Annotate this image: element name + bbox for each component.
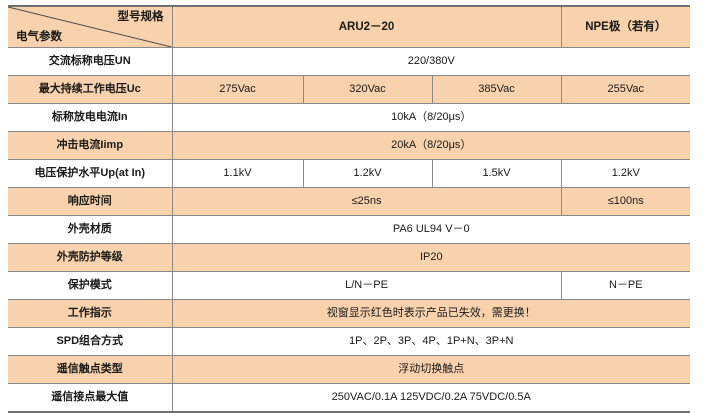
row-label: 工作指示 [8,299,173,328]
row-label: 遥信触点类型 [8,355,173,384]
row-value-all: PA6 UL94 V－0 [172,215,691,244]
row-label: 电压保护水平Up(at In) [8,159,173,188]
row-value-all: 视窗显示红色时表示产品已失效，需更换！ [172,299,691,328]
table-row: 交流标称电压UN 220/380V [8,47,691,76]
row-value-all: 220/380V [172,47,691,76]
spec-sheet: 型号规格 电气参数 ARU2－20 NPE极（若有） 交流标称电压UN 220/380V 最… [8,5,691,413]
table-row: 保护模式 L/N－PE N－PE [8,271,691,300]
table-row: SPD组合方式 1P、2P、3P、4P、1P+N、3P+N [8,327,691,356]
row-value-all: IP20 [172,243,691,272]
header-npe-cell: NPE极（若有） [561,5,691,48]
table-row: 遥信接点最大值 250VAC/0.1A 125VDC/0.2A 75VDC/0.5… [8,383,691,413]
row-value-3: 385Vac [432,75,562,104]
row-label: 响应时间 [8,187,173,216]
row-value-1: 1.1kV [172,159,304,188]
row-value-main: ≤25ns [172,187,562,216]
row-label: 标称放电电流In [8,103,173,132]
table-header-row: 型号规格 电气参数 ARU2－20 NPE极（若有） [8,5,691,48]
row-value-all: 浮动切换触点 [172,355,691,384]
table-row: 工作指示 视窗显示红色时表示产品已失效，需更换！ [8,299,691,328]
row-value-1: 275Vac [172,75,304,104]
header-model-cell: ARU2－20 [172,5,562,48]
row-label: 冲击电流Iimp [8,131,173,160]
row-value-npe: ≤100ns [561,187,691,216]
table-row: 最大持续工作电压Uc 275Vac 320Vac 385Vac 255Vac [8,75,691,104]
header-electrical-param-label: 电气参数 [16,30,62,43]
row-label: 保护模式 [8,271,173,300]
row-value-all: 20kA（8/20μs） [172,131,691,160]
table-row: 响应时间 ≤25ns ≤100ns [8,187,691,216]
table-row: 外壳材质 PA6 UL94 V－0 [8,215,691,244]
row-value-2: 1.2kV [303,159,433,188]
row-value-npe: 255Vac [561,75,691,104]
header-corner-cell: 型号规格电气参数 [8,5,173,48]
table-row: 电压保护水平Up(at In) 1.1kV 1.2kV 1.5kV 1.2kV [8,159,691,188]
row-value-all: 250VAC/0.1A 125VDC/0.2A 75VDC/0.5A [172,383,691,413]
row-label: 外壳防护等级 [8,243,173,272]
row-value-all: 10kA（8/20μs） [172,103,691,132]
table-row: 遥信触点类型 浮动切换触点 [8,355,691,384]
row-value-npe: 1.2kV [561,159,691,188]
row-label: 遥信接点最大值 [8,383,173,413]
specification-table: 型号规格 电气参数 ARU2－20 NPE极（若有） 交流标称电压UN 220/380V 最… [8,5,691,413]
row-value-all: 1P、2P、3P、4P、1P+N、3P+N [172,327,691,356]
table-row: 标称放电电流In 10kA（8/20μs） [8,103,691,132]
row-label: 外壳材质 [8,215,173,244]
table-row: 冲击电流Iimp 20kA（8/20μs） [8,131,691,160]
row-label: 交流标称电压UN [8,47,173,76]
row-value-2: 320Vac [303,75,433,104]
row-value-3: 1.5kV [432,159,562,188]
row-label: 最大持续工作电压Uc [8,75,173,104]
row-value-npe: N－PE [561,271,691,300]
header-model-spec-label: 型号规格 [117,11,164,23]
table-row: 外壳防护等级 IP20 [8,243,691,272]
row-label: SPD组合方式 [8,327,173,356]
row-value-main: L/N－PE [172,271,562,300]
